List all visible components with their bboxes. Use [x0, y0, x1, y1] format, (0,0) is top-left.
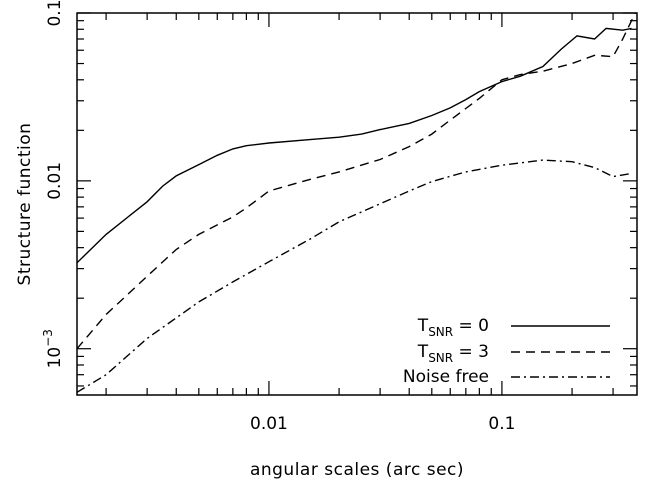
series-line-2 — [77, 159, 629, 393]
legend-label-1: TSNR = 3 — [417, 342, 489, 365]
y-tick-label: 10−3 — [41, 329, 65, 368]
y-tick-label: 0.1 — [45, 0, 65, 27]
x-tick-label: 0.01 — [250, 414, 288, 434]
legend-label-0: TSNR = 0 — [417, 316, 489, 339]
x-axis-label: angular scales (arc sec) — [250, 460, 464, 480]
series-line-1 — [77, 13, 637, 350]
y-axis-label: Structure function — [15, 123, 35, 286]
plot-frame — [76, 12, 638, 396]
y-tick-label: 0.01 — [45, 162, 65, 200]
legend-label-2: Noise free — [403, 367, 489, 387]
series-lines — [77, 13, 637, 393]
tick-labels: 0.01 0.1 10−3 0.01 0.1 — [41, 0, 515, 434]
series-line-0 — [77, 27, 632, 264]
x-tick-label: 0.1 — [488, 414, 515, 434]
axis-ticks — [77, 12, 637, 395]
